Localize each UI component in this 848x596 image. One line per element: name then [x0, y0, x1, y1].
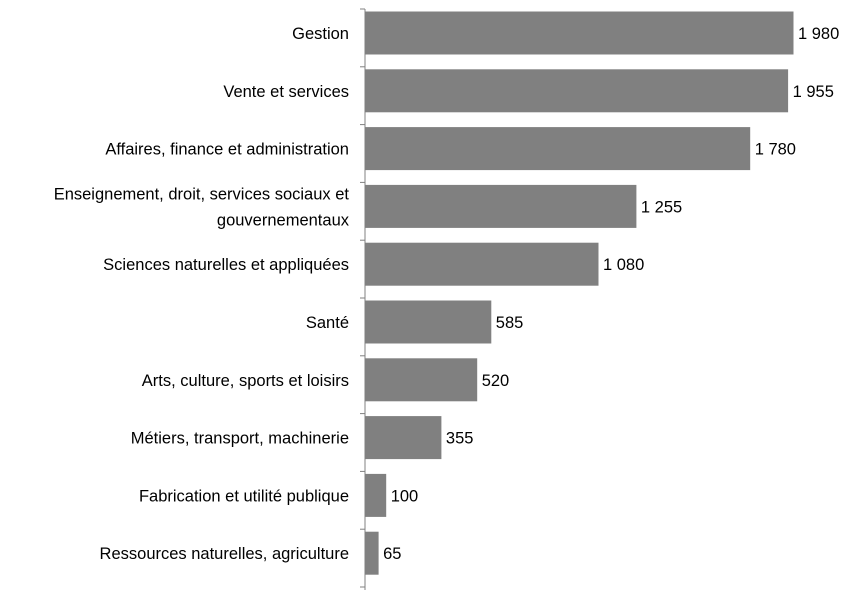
bar — [364, 183, 638, 229]
data-label: 1 780 — [755, 141, 796, 159]
bar — [364, 241, 600, 287]
category-label: Santé — [306, 314, 349, 332]
data-label: 1 255 — [641, 198, 682, 216]
category-label: Métiers, transport, machinerie — [131, 430, 349, 448]
data-label: 65 — [383, 545, 401, 563]
category-label: Ressources naturelles, agriculture — [100, 545, 349, 563]
data-label: 1 980 — [798, 25, 839, 43]
bar — [364, 126, 752, 172]
data-labels-group: 1 980 1 955 1 780 1 255 1 080 585 520 355 100 65 — [383, 25, 839, 563]
bar — [364, 10, 795, 56]
data-label: 1 080 — [603, 256, 644, 274]
category-labels-group: Gestion Vente et services Affaires, financ… — [54, 25, 350, 563]
bar — [364, 299, 493, 345]
bar — [364, 68, 790, 114]
category-label: Arts, culture, sports et loisirs — [142, 372, 349, 390]
category-label: Fabrication et utilité publique — [139, 487, 349, 505]
data-label: 100 — [391, 487, 419, 505]
bar — [364, 530, 380, 576]
data-label: 1 955 — [793, 83, 834, 101]
data-label: 355 — [446, 430, 474, 448]
category-label: Gestion — [292, 25, 349, 43]
bar — [364, 472, 388, 518]
category-label: Sciences naturelles et appliquées — [103, 256, 349, 274]
bar — [364, 415, 443, 461]
bar — [364, 357, 479, 403]
category-axis — [360, 8, 366, 590]
category-label: Vente et services — [223, 83, 349, 101]
bars-group — [364, 10, 795, 576]
category-label: gouvernementaux — [217, 211, 350, 229]
category-label: Affaires, finance et administration — [105, 141, 349, 159]
data-label: 520 — [482, 372, 510, 390]
data-label: 585 — [496, 314, 524, 332]
category-label: Enseignement, droit, services sociaux et — [54, 185, 350, 203]
